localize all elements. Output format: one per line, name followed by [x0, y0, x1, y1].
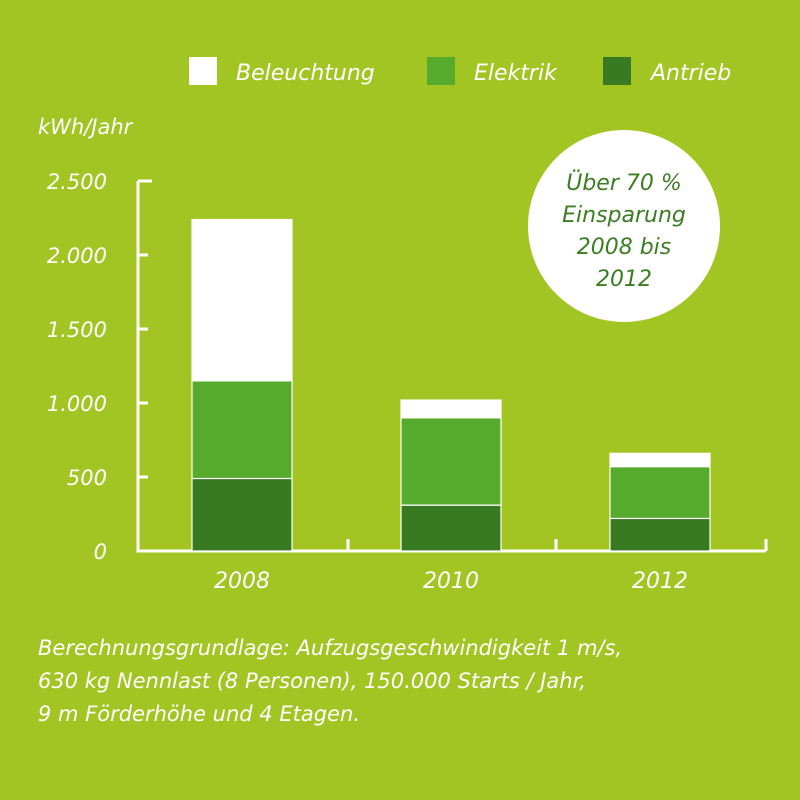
savings-callout-circle: [528, 130, 720, 322]
legend-label-elektrik: Elektrik: [474, 61, 558, 86]
legend-swatch-elektrik: [427, 57, 455, 85]
footnote-line-1: Berechnungsgrundlage: Aufzugsgeschwindig…: [38, 636, 623, 660]
x-tick-label: 2012: [632, 569, 688, 594]
footnote-line-2: 630 kg Nennlast (8 Personen), 150.000 St…: [38, 669, 586, 693]
bar-segment-elektrik-2012: [609, 466, 711, 520]
y-tick-label: 2.000: [47, 244, 107, 268]
y-tick-label: 500: [67, 466, 107, 490]
y-tick-label: 0: [94, 540, 107, 564]
savings-callout-line: Über 70 %: [566, 170, 682, 196]
y-tick-label: 1.000: [47, 392, 107, 416]
y-axis-label: kWh/Jahr: [38, 115, 134, 139]
bar-segment-antrieb-2012: [609, 517, 711, 552]
legend-label-antrieb: Antrieb: [649, 61, 731, 86]
y-tick-label: 2.500: [47, 170, 107, 194]
footnote-line-3: 9 m Förderhöhe und 4 Etagen.: [38, 702, 360, 726]
bar-segment-beleuchtung-2012: [609, 452, 711, 468]
bar-segment-elektrik-2008: [191, 380, 293, 480]
legend-swatch-antrieb: [603, 57, 631, 85]
footnote: Berechnungsgrundlage: Aufzugsgeschwindig…: [38, 632, 778, 731]
bar-segment-antrieb-2010: [400, 504, 502, 552]
bar-segment-elektrik-2010: [400, 417, 502, 506]
legend-label-beleuchtung: Beleuchtung: [236, 61, 375, 86]
legend-swatch-beleuchtung: [189, 57, 217, 85]
savings-callout-line: 2012: [596, 267, 652, 292]
savings-callout-line: 2008 bis: [577, 235, 672, 260]
y-tick-label: 1.500: [47, 318, 107, 342]
bar-segment-beleuchtung-2008: [191, 218, 293, 382]
bar-segment-antrieb-2008: [191, 477, 293, 552]
savings-callout-line: Einsparung: [562, 203, 686, 228]
bar-segment-beleuchtung-2010: [400, 399, 502, 419]
x-tick-label: 2008: [214, 569, 270, 594]
x-tick-label: 2010: [423, 569, 479, 594]
